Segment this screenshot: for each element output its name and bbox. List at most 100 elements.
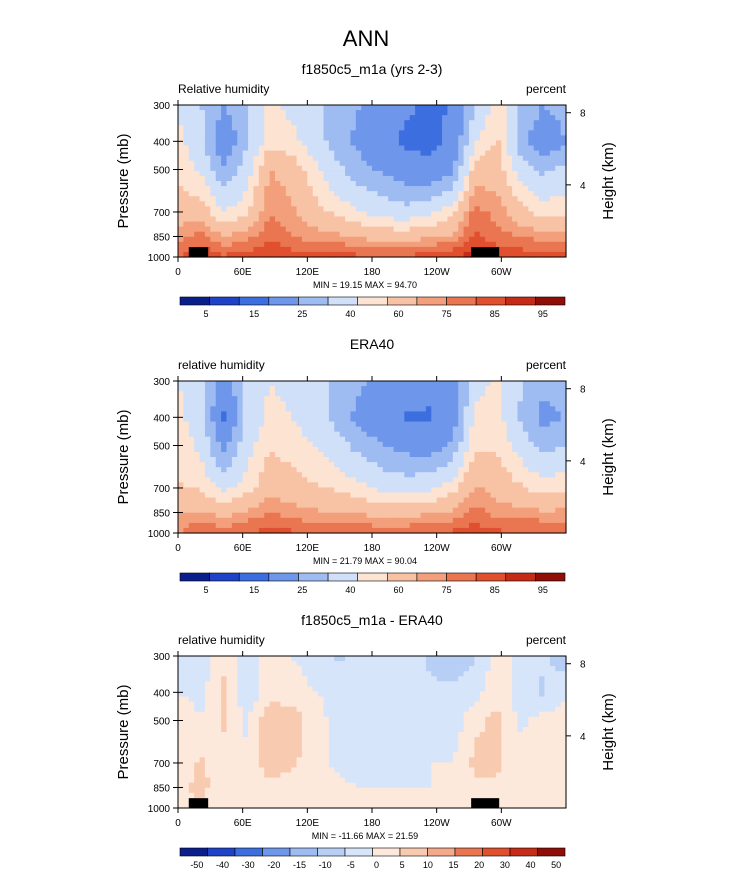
field-cell [334, 441, 341, 448]
field-cell [194, 191, 201, 197]
field-cell [409, 181, 416, 187]
field-cell [248, 160, 255, 167]
field-cell [409, 436, 416, 443]
field-cell [301, 497, 308, 504]
field-cell [442, 686, 449, 693]
field-cell [372, 492, 378, 499]
field-cell [188, 527, 195, 534]
field-cell [485, 517, 492, 524]
field-cell [285, 497, 292, 504]
field-cell [409, 246, 416, 253]
field-cell [393, 487, 400, 494]
field-cell [469, 226, 475, 233]
field-cell [215, 482, 222, 488]
field-cell [328, 115, 335, 121]
field-cell [178, 446, 184, 453]
field-cell [372, 115, 378, 121]
field-cell [183, 406, 190, 412]
field-cell [398, 145, 405, 152]
field-cell [204, 135, 211, 142]
field-cell [188, 381, 195, 387]
field-cell [425, 512, 432, 519]
field-cell [318, 135, 325, 142]
field-cell [183, 201, 190, 207]
field-cell [436, 421, 443, 428]
field-cell [469, 661, 475, 667]
field-cell [431, 462, 438, 468]
field-cell [398, 181, 405, 187]
field-cell [334, 671, 341, 677]
field-cell [345, 241, 352, 248]
field-cell [226, 441, 233, 448]
field-cell [231, 216, 238, 223]
field-cell [215, 416, 222, 423]
field-cell [544, 125, 551, 131]
field-cell [210, 416, 217, 423]
field-cell [372, 467, 378, 473]
field-cell [366, 517, 373, 524]
field-cell [301, 246, 308, 253]
field-cell [474, 226, 481, 233]
field-cell [420, 206, 427, 212]
field-cell [345, 246, 352, 253]
field-cell [539, 226, 546, 233]
topography-block [188, 247, 209, 257]
colorbar-swatch [209, 296, 240, 306]
field-cell [517, 416, 524, 423]
field-cell [334, 656, 341, 662]
field-cell [463, 236, 470, 243]
field-cell [420, 446, 427, 453]
field-cell [204, 507, 211, 514]
field-cell [479, 406, 486, 412]
field-cell [275, 105, 281, 111]
field-cell [361, 105, 368, 111]
field-cell [544, 451, 551, 458]
field-cell [512, 206, 519, 212]
field-cell [361, 517, 368, 524]
field-cell [210, 191, 217, 197]
field-cell [307, 451, 314, 458]
field-cell [474, 457, 481, 463]
field-cell [452, 467, 459, 473]
field-cell [339, 522, 346, 529]
field-cell [210, 186, 217, 192]
field-cell [398, 140, 405, 147]
field-cell [479, 155, 486, 162]
field-cell [463, 155, 470, 162]
field-cell [226, 522, 233, 529]
field-cell [345, 487, 352, 494]
field-cell [280, 251, 287, 258]
field-cell [382, 411, 389, 418]
field-cell [323, 396, 330, 402]
field-cell [539, 497, 546, 504]
field-cell [372, 527, 378, 534]
field-cell [409, 421, 416, 428]
field-cell [323, 140, 330, 147]
field-cell [183, 446, 190, 453]
field-cell [312, 381, 319, 387]
field-cell [479, 196, 486, 202]
field-cell [355, 507, 362, 514]
field-cell [404, 216, 411, 223]
field-cell [479, 221, 486, 228]
field-cell [436, 406, 443, 412]
field-cell [264, 396, 271, 402]
field-cell [517, 431, 524, 438]
field-cell [194, 236, 201, 243]
field-cell [458, 416, 465, 423]
field-cell [361, 140, 368, 147]
lon-tick-label: 180 [364, 543, 381, 554]
field-cell [555, 681, 562, 687]
field-cell [366, 386, 373, 392]
field-cell [323, 115, 330, 121]
field-cell [490, 201, 497, 207]
field-cell [194, 221, 201, 228]
field-cell [178, 681, 184, 687]
colorbar-swatch [505, 572, 536, 582]
field-cell [328, 170, 335, 177]
field-cell [350, 426, 357, 433]
field-cell [215, 487, 222, 494]
field-cell [555, 155, 562, 162]
field-cell [549, 251, 556, 258]
field-cell [474, 391, 481, 397]
